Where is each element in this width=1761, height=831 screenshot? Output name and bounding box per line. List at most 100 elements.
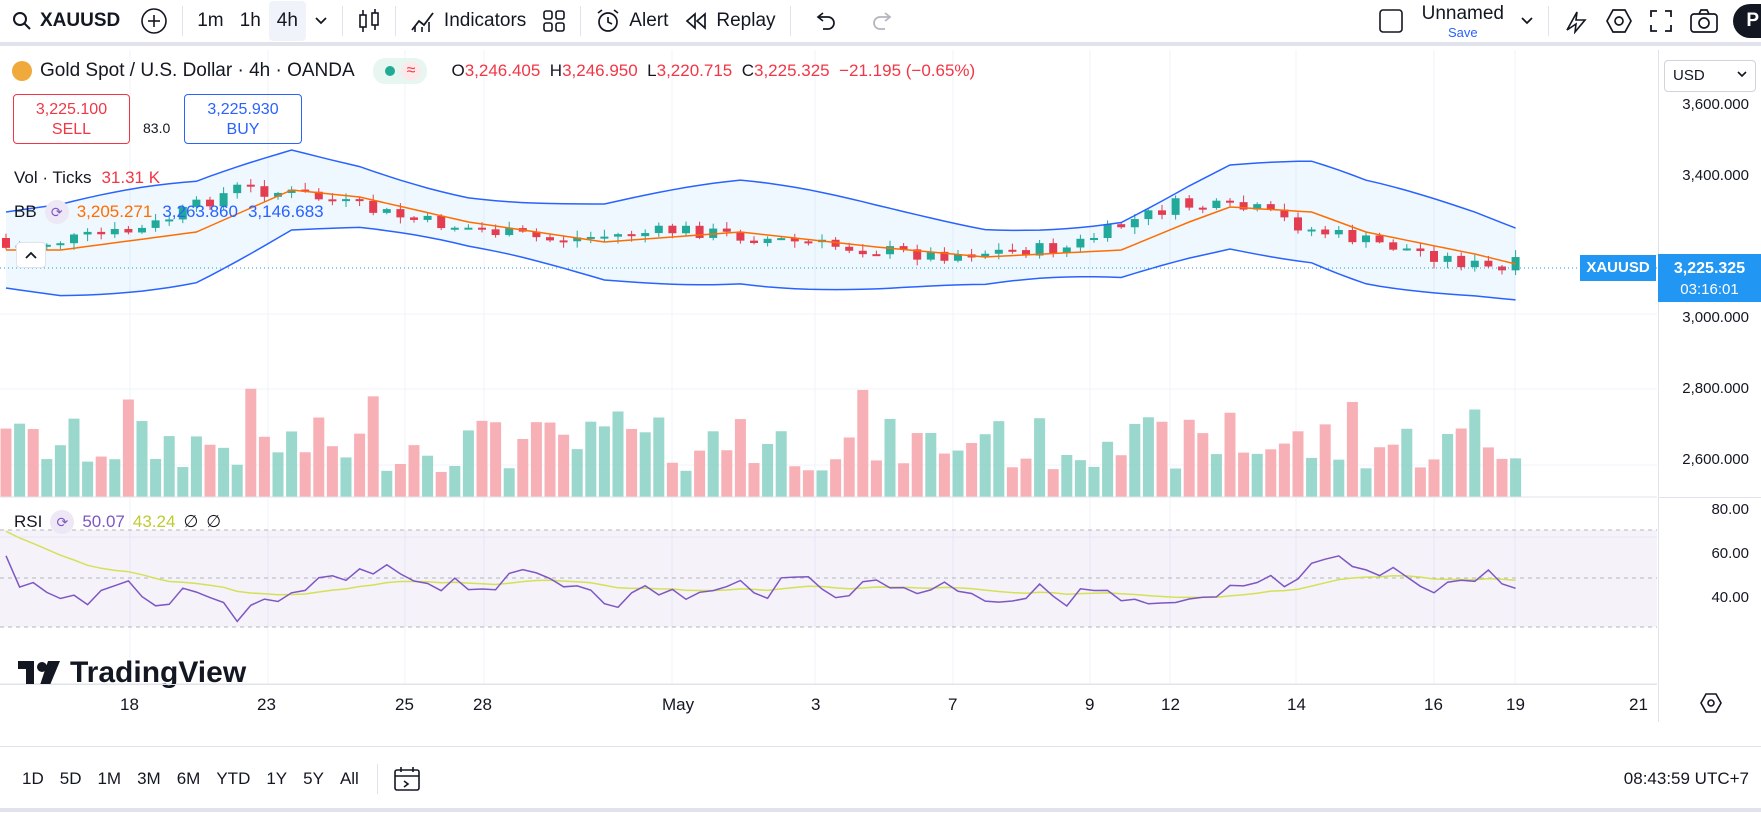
fullscreen-button[interactable] xyxy=(1641,1,1681,41)
quick-search-button[interactable] xyxy=(1555,1,1597,41)
bb-basis-line xyxy=(6,189,1516,265)
alert-button[interactable]: Alert xyxy=(587,1,676,41)
volume-bar xyxy=(286,431,298,497)
range-3m[interactable]: 3M xyxy=(137,769,161,788)
settings-button[interactable] xyxy=(1597,1,1641,41)
chart-area[interactable]: Gold Spot / U.S. Dollar · 4h · OANDA ≈ O… xyxy=(0,50,1761,746)
candle-body xyxy=(994,249,1003,254)
candle-body xyxy=(790,238,799,242)
candle-body xyxy=(233,184,242,194)
snapshot-button[interactable] xyxy=(1681,1,1727,41)
price-scale[interactable]: 3,600.000 3,400.000 3,000.000 2,800.000 … xyxy=(1658,50,1761,722)
time-label: 14 xyxy=(1287,695,1306,714)
market-status[interactable]: ≈ xyxy=(372,58,428,84)
publish-button[interactable]: P xyxy=(1733,4,1761,38)
candle-body xyxy=(614,234,622,237)
volume-bar xyxy=(653,417,665,497)
goto-date-button[interactable] xyxy=(392,765,422,793)
range-5y[interactable]: 5Y xyxy=(303,769,324,788)
volume-bar xyxy=(1061,455,1073,497)
price-label: 3,000.000 xyxy=(1682,309,1749,326)
candle-body xyxy=(1090,238,1098,241)
symbol-search[interactable]: XAUUSD xyxy=(0,0,132,44)
interval-1m[interactable]: 1m xyxy=(197,10,224,31)
layout-name[interactable]: Unnamed Save xyxy=(1422,4,1504,39)
layouts-button[interactable] xyxy=(534,1,574,41)
candle-body xyxy=(97,231,106,235)
candle-body xyxy=(70,234,78,244)
currency-select[interactable]: USD xyxy=(1664,60,1756,92)
alert-label: Alert xyxy=(629,10,669,31)
candle-body xyxy=(1457,255,1466,268)
price-label: 2,800.000 xyxy=(1682,380,1749,397)
volume-bar xyxy=(571,449,583,497)
candle-body xyxy=(736,231,745,241)
range-1m[interactable]: 1M xyxy=(97,769,122,788)
candle-body xyxy=(274,192,282,197)
chart-type-button[interactable] xyxy=(349,1,389,41)
buy-button[interactable]: 3,225.930 BUY xyxy=(184,94,302,144)
range-ytd[interactable]: YTD xyxy=(216,769,251,788)
price-chart[interactable] xyxy=(0,50,1657,722)
volume-bar xyxy=(870,460,882,497)
redo-icon xyxy=(872,12,891,30)
volume-bar xyxy=(435,471,447,497)
pane-separator[interactable] xyxy=(1659,497,1761,498)
replay-button[interactable]: Replay xyxy=(676,1,783,41)
compare-add-button[interactable] xyxy=(132,1,176,41)
time-label: 23 xyxy=(257,695,276,714)
clock-timezone[interactable]: 08:43:59 UTC+7 xyxy=(1623,769,1749,788)
range-1d[interactable]: 1D xyxy=(22,769,44,788)
volume-bar xyxy=(258,436,270,497)
volume-bar xyxy=(598,426,610,497)
candle-body xyxy=(1375,235,1384,243)
chart-settings-button[interactable] xyxy=(1700,692,1722,719)
candle-body xyxy=(1158,210,1166,215)
approx-icon: ≈ xyxy=(400,62,422,80)
candle-body xyxy=(1430,251,1438,262)
rsi-ma-value: 43.24 xyxy=(132,512,176,531)
sell-button[interactable]: 3,225.100 SELL xyxy=(13,94,130,144)
bb-basis: 3,205.271 xyxy=(76,202,153,221)
candle-body xyxy=(1470,260,1479,268)
volume-bar xyxy=(1482,447,1494,497)
volume-bar xyxy=(1074,460,1086,497)
tradingview-logo-icon xyxy=(18,661,60,685)
volume-bar xyxy=(41,459,53,497)
range-all[interactable]: All xyxy=(339,769,359,788)
candle-body xyxy=(1348,229,1357,243)
undo-button[interactable] xyxy=(805,1,845,41)
volume-bar xyxy=(612,411,624,497)
interval-1h[interactable]: 1h xyxy=(239,10,261,31)
rsi-legend[interactable]: RSI ⟳ 50.07 43.24 ∅ ∅ xyxy=(14,510,221,534)
candle-body xyxy=(382,209,391,213)
volume-bar xyxy=(626,428,638,497)
range-6m[interactable]: 6M xyxy=(176,769,201,788)
bb-legend[interactable]: BB ⟳ 3,205.271 3,263.860 3,146.683 xyxy=(14,200,324,224)
candle-body xyxy=(1226,200,1234,203)
layout-checkbox[interactable] xyxy=(1370,1,1412,41)
time-label: 16 xyxy=(1424,695,1443,714)
range-5d[interactable]: 5D xyxy=(59,769,82,788)
interval-4h[interactable]: 4h xyxy=(268,1,306,41)
volume-legend[interactable]: Vol · Ticks 31.31 K xyxy=(14,168,160,188)
layout-dropdown[interactable] xyxy=(1512,1,1542,41)
symbol-title[interactable]: Gold Spot / U.S. Dollar · 4h · OANDA xyxy=(40,60,355,81)
fullscreen-icon xyxy=(1650,10,1672,32)
redo-button[interactable] xyxy=(863,1,903,41)
time-scale[interactable]: 18 23 25 28 May 3 7 9 12 14 16 19 21 xyxy=(0,684,1657,722)
indicators-button[interactable]: Indicators xyxy=(402,1,534,41)
volume-bar xyxy=(422,455,434,497)
symbol-price-tag: XAUUSD xyxy=(1580,255,1656,281)
volume-bar xyxy=(109,459,121,497)
tradingview-logo[interactable]: TradingView xyxy=(18,656,246,690)
candle-body xyxy=(668,225,677,234)
volume-bar xyxy=(490,422,502,497)
rsi-extra-1: ∅ xyxy=(183,512,199,531)
range-1y[interactable]: 1Y xyxy=(266,769,288,788)
volume-bar xyxy=(707,431,719,497)
interval-dropdown[interactable] xyxy=(306,1,336,41)
collapse-legend-button[interactable] xyxy=(16,242,46,268)
candle-body xyxy=(464,227,473,230)
candle-body xyxy=(654,225,663,234)
